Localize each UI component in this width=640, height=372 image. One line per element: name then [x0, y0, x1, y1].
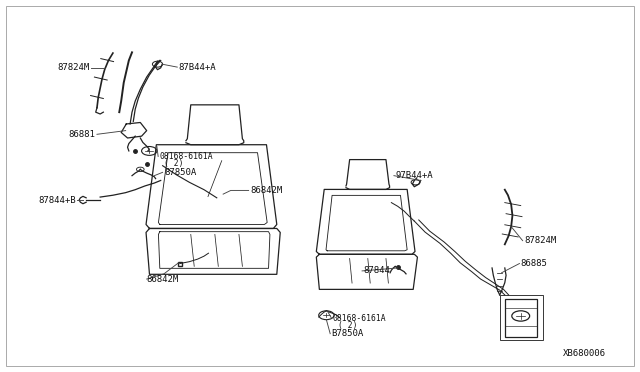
- Text: 86885: 86885: [521, 259, 548, 268]
- Text: ( 2): ( 2): [338, 321, 357, 330]
- Text: 86842M: 86842M: [250, 186, 282, 195]
- Text: 86842M: 86842M: [147, 275, 179, 283]
- Text: 87844: 87844: [364, 266, 390, 275]
- Text: 97B44+A: 97B44+A: [395, 171, 433, 180]
- Text: 87850A: 87850A: [164, 168, 196, 177]
- Text: B7850A: B7850A: [332, 329, 364, 338]
- Text: 86881: 86881: [69, 130, 96, 139]
- Text: 87824M: 87824M: [57, 63, 90, 72]
- Text: 08168-6161A: 08168-6161A: [159, 152, 213, 161]
- Text: 87824M: 87824M: [524, 236, 556, 245]
- Text: XB680006: XB680006: [563, 350, 605, 359]
- Text: 87844+B: 87844+B: [38, 196, 76, 205]
- Text: 87B44+A: 87B44+A: [179, 62, 216, 72]
- Text: 08168-6161A: 08168-6161A: [333, 314, 387, 323]
- Text: ( 2): ( 2): [164, 159, 184, 169]
